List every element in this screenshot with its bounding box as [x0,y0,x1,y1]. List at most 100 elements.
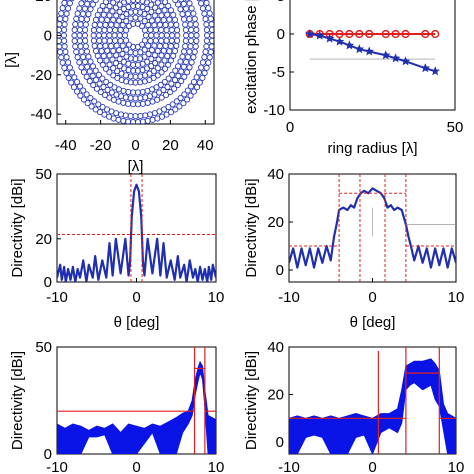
array-element [170,52,177,59]
array-element [123,78,130,85]
array-element [113,52,120,59]
y-tick-label: 20 [35,231,52,248]
array-element [73,48,80,55]
array-element [145,13,152,20]
data-point [401,29,410,39]
array-element [78,16,85,23]
data-point [380,50,391,60]
array-element [165,2,172,9]
array-element [174,82,181,89]
plot-area [57,347,216,454]
array-element [61,21,68,28]
array-element [188,26,195,33]
array-element [164,83,171,91]
y-tick-label: 20 [35,0,52,5]
array-element [154,47,161,54]
array-element [74,10,81,17]
array-element [78,64,85,71]
array-element [158,52,165,59]
array-element [102,0,109,6]
array-element [123,46,130,53]
array-element [97,57,104,64]
x-axis-label: θ [deg] [350,314,396,331]
array-element [116,55,123,63]
array-element [205,59,212,66]
y-tick-label: 0 [44,274,52,291]
array-element [154,72,161,79]
array-element [174,27,181,34]
array-element [156,21,163,28]
data-point [354,44,365,54]
array-element [162,42,169,49]
data-point [421,29,430,39]
array-element [145,21,152,29]
array-element [132,113,139,120]
array-element [95,101,102,108]
array-element [154,16,161,23]
array-element [154,65,161,72]
array-element [196,0,202,2]
array-element [180,100,187,107]
data-point [420,63,431,73]
array-element [119,13,126,20]
array-element [203,37,210,44]
array-element [111,32,118,39]
y-tick-label: -10 [263,102,285,119]
array-element [168,80,175,87]
y-tick-label: -40 [30,106,52,123]
array-element [137,9,144,16]
array-element [171,85,178,92]
y-tick-label: 40 [267,166,284,183]
array-element [130,67,137,74]
array-element [65,5,72,12]
array-element [103,7,110,14]
x-tick-label: 0 [368,289,376,306]
array-element [137,79,144,86]
array-element [139,0,146,4]
array-element [130,43,137,50]
array-element [178,68,185,75]
array-element [166,16,173,23]
array-element [85,53,92,60]
array-element [173,21,180,28]
array-element [59,5,66,12]
array-element [74,88,81,95]
directivity-curve [57,183,216,282]
array-element [83,48,91,55]
array-element [122,94,129,101]
array-element [184,87,191,94]
array-element [163,32,170,39]
array-element [169,32,176,39]
array-element [127,49,134,56]
array-element [92,76,100,83]
array-element [134,101,142,108]
array-element [158,26,165,34]
array-element [78,48,85,55]
array-element [145,50,152,57]
x-tick-label: 20 [162,137,179,154]
array-element [125,23,133,30]
array-element [132,50,139,57]
array-element [116,32,123,39]
array-element [110,0,117,6]
array-element [93,85,100,92]
array-element [103,57,110,64]
array-element [162,65,169,72]
array-element [71,37,78,44]
array-element [181,73,188,80]
array-element [106,69,113,76]
array-element [187,43,194,50]
array-element [113,12,120,19]
array-element [162,0,169,6]
array-element [161,57,168,64]
array-element [100,83,107,91]
array-element [81,32,88,39]
array-element [148,8,155,15]
x-tick-label: -20 [90,137,112,154]
array-element [161,7,168,14]
array-element [74,54,81,61]
array-element [76,5,83,12]
array-element [151,12,158,19]
directivity-band [289,358,456,454]
